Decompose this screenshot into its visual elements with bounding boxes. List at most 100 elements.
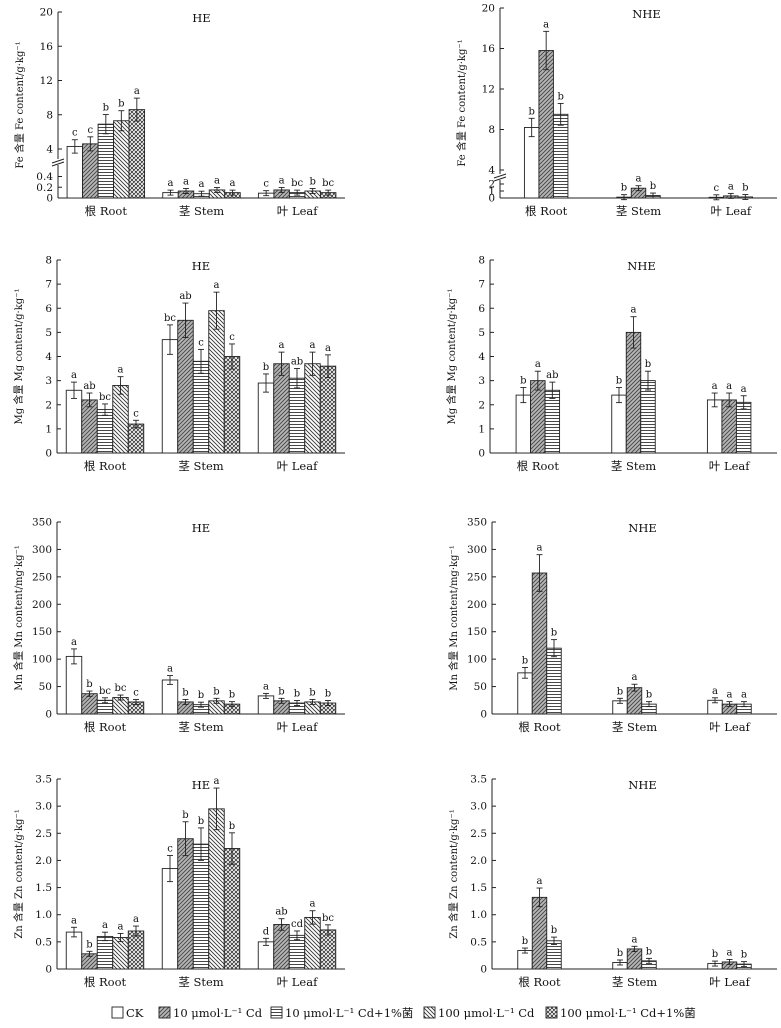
bar (288, 377, 306, 454)
bar (127, 930, 145, 970)
y-tick-label: 1.5 (470, 882, 487, 894)
y-tick-label: 300 (32, 544, 52, 556)
significance-letter: a (727, 690, 733, 701)
significance-letter: b (229, 821, 235, 832)
significance-letter: ab (291, 356, 303, 367)
bar (640, 380, 656, 454)
bar (625, 331, 642, 454)
significance-letter: c (198, 337, 204, 348)
legend-swatch (111, 1006, 124, 1019)
significance-letter: bc (164, 313, 176, 324)
y-tick-label: 0 (45, 709, 52, 721)
bar (96, 935, 114, 970)
category-label: 茎 Stem (612, 975, 657, 989)
bar (161, 868, 179, 970)
significance-letter: b (616, 376, 622, 387)
bar (735, 401, 752, 454)
y-tick-label: 6 (45, 303, 52, 315)
bar (65, 931, 83, 970)
significance-letter: a (71, 370, 77, 381)
category-label: 根 Root (518, 975, 561, 989)
bar (208, 808, 225, 970)
y-tick-label: 5 (45, 327, 52, 339)
significance-letter: a (279, 340, 285, 351)
y-tick-label: 3.0 (35, 801, 52, 813)
bar (97, 123, 115, 199)
bar (552, 113, 569, 199)
category-label: 叶 Leaf (709, 720, 750, 734)
significance-letter: ab (546, 370, 558, 381)
significance-letter: c (229, 332, 235, 343)
bar (515, 394, 532, 454)
y-tick-label: 16 (482, 43, 496, 55)
y-tick-label: 250 (32, 571, 52, 583)
y-tick-label: 1.0 (470, 909, 487, 921)
y-tick-label: 3 (45, 375, 52, 387)
significance-letter: b (617, 686, 623, 697)
y-axis-label: Mg 含量 Mg content/g·kg⁻¹ (445, 289, 458, 425)
significance-letter: b (650, 181, 656, 192)
bar (530, 380, 546, 454)
y-tick-label: 8 (478, 255, 485, 267)
y-axis-label: Fe 含量 Fe content/g·kg⁻¹ (13, 41, 26, 168)
significance-letter: b (646, 946, 652, 957)
axis-break-gap (494, 174, 506, 180)
bar (523, 127, 540, 199)
significance-letter: ab (83, 381, 95, 392)
y-tick-label: 7 (478, 279, 485, 291)
y-tick-label: 150 (467, 626, 487, 638)
significance-letter: a (214, 776, 220, 787)
y-tick-label: 20 (40, 7, 53, 19)
y-tick-label: 7 (45, 279, 52, 291)
bar (611, 394, 627, 454)
significance-letter: b (551, 925, 557, 936)
y-axis-label: Mg 含量 Mg content/g·kg⁻¹ (12, 289, 25, 425)
category-label: 叶 Leaf (277, 459, 318, 473)
significance-letter: a (726, 381, 732, 392)
panel-6: 0 50 100 150 200 250 300 350 NHE Mn 含量 Mn content… (447, 517, 777, 734)
significance-letter: b (520, 376, 526, 387)
significance-letter: b (229, 690, 235, 701)
significance-letter: a (230, 178, 236, 189)
legend-label: 10 μmol·L⁻¹ Cd+1%菌 (285, 1006, 413, 1020)
significance-letter: a (727, 947, 733, 958)
significance-letter: b (528, 106, 534, 117)
y-axis-label: Zn 含量 Zn content/g·kg⁻¹ (12, 809, 25, 938)
category-label: 叶 Leaf (277, 204, 318, 218)
y-tick-label: 16 (40, 41, 54, 53)
bar (223, 356, 241, 454)
bar (192, 360, 210, 454)
y-tick-label: 0.5 (470, 936, 487, 948)
bar (721, 399, 737, 454)
category-label: 茎 Stem (616, 204, 661, 218)
significance-letter: c (167, 844, 173, 855)
significance-letter: b (309, 177, 315, 188)
y-tick-label: 300 (467, 544, 487, 556)
bar (544, 389, 561, 454)
y-tick-label: 4 (45, 351, 52, 363)
category-label: 茎 Stem (611, 459, 656, 473)
bar (273, 924, 290, 970)
significance-letter: b (278, 686, 284, 697)
panel-1: 00.20.4 4 8 12 16 20 HE Fe 含量 Fe content/g·kg⁻¹… (13, 7, 345, 218)
bar (66, 145, 84, 199)
y-axis-label: Mn 含量 Mn content/mg·kg⁻¹ (447, 545, 460, 691)
significance-letter: b (263, 362, 269, 373)
bar (82, 143, 99, 199)
category-label: 根 Root (84, 720, 127, 734)
significance-letter: a (712, 381, 718, 392)
bar (208, 310, 225, 454)
y-tick-label: 2.0 (35, 855, 52, 867)
y-tick-label: 2.5 (35, 828, 52, 840)
significance-letter: a (310, 899, 316, 910)
significance-letter: c (72, 128, 78, 139)
y-tick-label: 8 (488, 124, 495, 136)
y-tick-label: 2.5 (470, 828, 487, 840)
panel-title: HE (192, 521, 210, 535)
significance-letter: a (167, 664, 173, 675)
significance-letter: b (213, 686, 219, 697)
significance-letter: bc (99, 686, 111, 697)
y-tick-label: 4 (488, 165, 495, 177)
panel-8: 0 0.5 1.0 1.5 2.0 2.5 3.0 3.5 NHE Zn 含量 Zn conten… (447, 774, 777, 989)
y-axis-label: Zn 含量 Zn content/g·kg⁻¹ (447, 809, 460, 938)
